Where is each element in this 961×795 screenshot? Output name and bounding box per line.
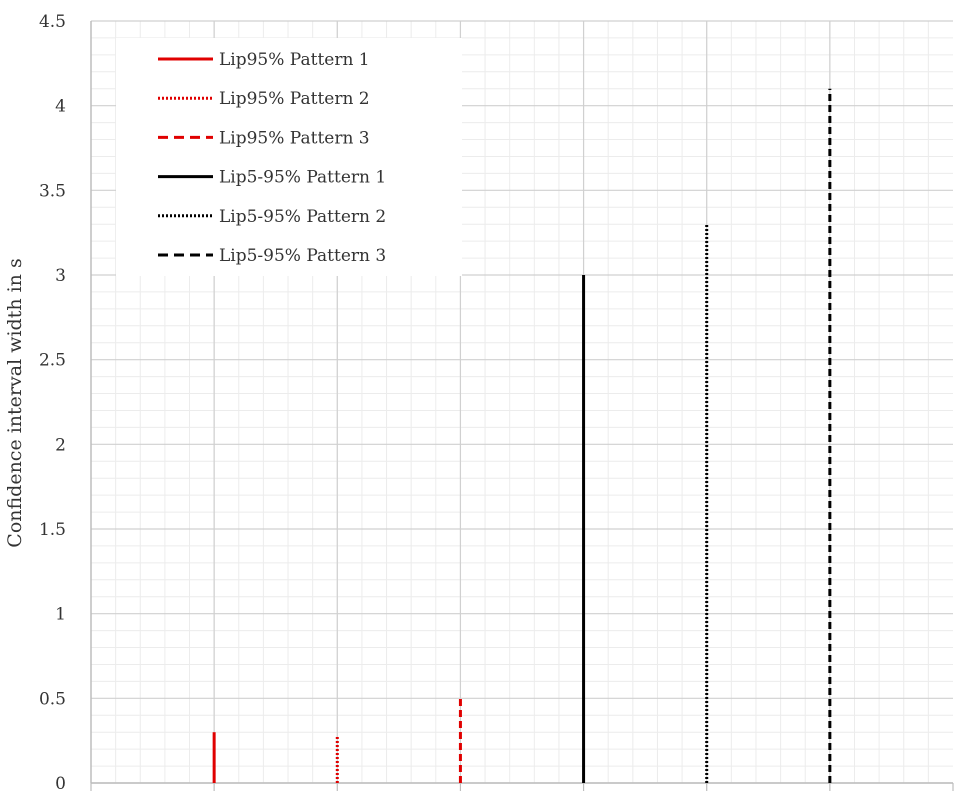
y-tick-label: 2.5 [39,351,66,371]
legend-label-3: Lip95% Pattern 3 [219,128,370,148]
legend-label-6: Lip5-95% Pattern 3 [219,246,386,266]
y-tick-label: 1.5 [39,520,66,540]
y-tick-label: 1 [55,605,66,625]
y-tick-label: 4 [55,97,66,117]
y-tick-label: 3.5 [39,181,66,201]
y-tick-labels: 0 0.5 1 1.5 2 2.5 3 3.5 4 4.5 [39,12,66,794]
y-tick-label: 3 [55,266,66,286]
axes [90,21,954,791]
minor-grid [91,21,953,783]
series-bars [212,88,832,783]
y-axis-title: Confidence interval width in s [4,258,26,547]
y-tick-label: 4.5 [39,12,66,32]
y-tick-label: 0.5 [39,689,66,709]
legend-label-5: Lip5-95% Pattern 2 [219,207,386,227]
legend-label-1: Lip95% Pattern 1 [219,50,370,70]
legend-box [116,38,462,276]
legend-label-2: Lip95% Pattern 2 [219,89,370,109]
y-tick-label: 0 [55,774,66,794]
y-tick-label: 2 [55,435,66,455]
legend-label-4: Lip5-95% Pattern 1 [219,168,386,188]
legend: Lip95% Pattern 1 Lip95% Pattern 2 Lip95% P… [116,38,462,276]
